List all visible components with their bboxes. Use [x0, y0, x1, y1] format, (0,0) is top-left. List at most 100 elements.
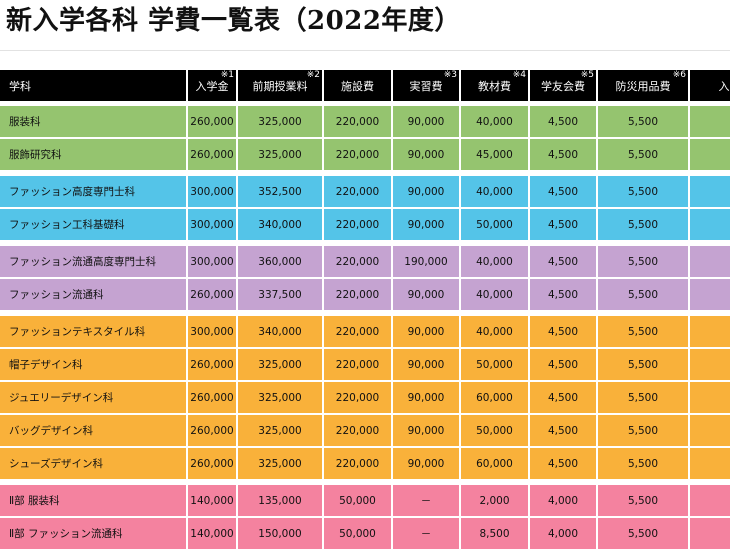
fee-cell: 220,000: [324, 176, 393, 207]
department-cell-text: ジュエリーデザイン科: [9, 392, 114, 404]
fee-cell-text: －: [420, 495, 432, 507]
fee-cell-text: 5,500: [627, 457, 659, 470]
department-cell: バッグデザイン科: [0, 415, 188, 446]
extra-column-cell: [690, 316, 730, 347]
fee-cell-text: 220,000: [335, 185, 380, 198]
department-cell-text: ファッション高度専門士科: [9, 186, 135, 198]
fee-cell-text: 5,500: [627, 288, 659, 301]
header-cell-text: 施設費: [341, 79, 374, 93]
header-footnote-mark: ※4: [512, 70, 526, 80]
fee-cell: 220,000: [324, 279, 393, 310]
table-row: ジュエリーデザイン科 260,000 325,000 220,000 90,000 60,…: [0, 382, 730, 413]
fee-cell-text: 220,000: [335, 325, 380, 338]
department-cell: ファッション高度専門士科: [0, 176, 188, 207]
fee-cell: 4,500: [530, 209, 598, 240]
table-row: Ⅱ部 服装科 140,000 135,000 50,000 － 2,000 4,000 5,5…: [0, 485, 730, 516]
fee-cell: 260,000: [188, 349, 238, 380]
fee-cell-text: 300,000: [190, 218, 234, 231]
extra-column-cell: [690, 485, 730, 516]
fee-cell: 50,000: [324, 485, 393, 516]
fee-cell: 5,500: [598, 316, 690, 347]
fee-cell: 260,000: [188, 415, 238, 446]
fee-cell: 325,000: [238, 139, 324, 170]
fee-cell-text: 5,500: [627, 218, 659, 231]
fee-cell-text: 5,500: [627, 255, 659, 268]
fee-cell: 4,500: [530, 139, 598, 170]
fee-cell: 325,000: [238, 349, 324, 380]
fee-cell: 340,000: [238, 316, 324, 347]
header-cell: 入学金 ※1: [188, 70, 238, 101]
table-row: 服装科 260,000 325,000 220,000 90,000 40,000 4,50…: [0, 106, 730, 137]
fee-cell: 4,500: [530, 382, 598, 413]
fee-cell-text: 4,500: [547, 358, 579, 371]
fee-cell-text: 325,000: [258, 391, 302, 404]
fee-cell: 340,000: [238, 209, 324, 240]
fee-cell: 90,000: [393, 316, 461, 347]
table-row: ファッション流通高度専門士科 300,000 360,000 220,000 190,0…: [0, 246, 730, 277]
fee-cell: 50,000: [461, 415, 530, 446]
fee-cell-text: 260,000: [190, 115, 234, 128]
fee-cell: 60,000: [461, 448, 530, 479]
fee-cell-text: 190,000: [404, 255, 448, 268]
fee-cell: 90,000: [393, 349, 461, 380]
header-footnote-mark: ※1: [220, 70, 234, 80]
fee-cell-text: 260,000: [190, 457, 234, 470]
fee-cell: 90,000: [393, 209, 461, 240]
fee-cell: 40,000: [461, 246, 530, 277]
fee-cell: 4,500: [530, 415, 598, 446]
extra-column-cell: [690, 209, 730, 240]
header-footnote-mark: ※5: [580, 70, 594, 80]
fee-cell: 300,000: [188, 176, 238, 207]
extra-column-cell: [690, 279, 730, 310]
fee-cell: 260,000: [188, 448, 238, 479]
header-cell: 学科: [0, 70, 188, 101]
fee-cell: 4,500: [530, 279, 598, 310]
fee-cell-text: 90,000: [407, 457, 445, 470]
fee-cell-text: 260,000: [190, 148, 234, 161]
fee-cell-text: 4,500: [547, 185, 579, 198]
fee-cell: 5,500: [598, 279, 690, 310]
header-cell: 入: [690, 70, 730, 101]
fee-cell: 220,000: [324, 139, 393, 170]
fee-cell: 325,000: [238, 106, 324, 137]
header-cell-text: 教材費: [478, 79, 511, 93]
department-cell-text: Ⅱ部 服装科: [9, 495, 60, 507]
fee-cell-text: 4,500: [547, 424, 579, 437]
fee-cell-text: 4,000: [547, 494, 579, 507]
department-cell: ファッションテキスタイル科: [0, 316, 188, 347]
header-footnote-mark: ※6: [672, 70, 686, 80]
fee-cell: 220,000: [324, 415, 393, 446]
fee-cell-text: 4,500: [547, 288, 579, 301]
fee-cell-text: 220,000: [335, 358, 380, 371]
fee-cell: 135,000: [238, 485, 324, 516]
fee-cell-text: 300,000: [190, 325, 234, 338]
department-cell-text: バッグデザイン科: [9, 425, 93, 437]
department-cell-text: 服飾研究科: [9, 149, 62, 161]
fee-cell: 4,500: [530, 106, 598, 137]
fee-cell: 4,000: [530, 485, 598, 516]
fee-cell: 90,000: [393, 382, 461, 413]
fee-cell: 60,000: [461, 382, 530, 413]
fee-cell: 260,000: [188, 139, 238, 170]
fee-cell: 90,000: [393, 139, 461, 170]
fee-cell-text: 300,000: [190, 255, 234, 268]
fee-cell-text: 45,000: [476, 148, 513, 161]
fee-cell-text: 325,000: [258, 115, 302, 128]
fee-cell-text: 220,000: [335, 218, 380, 231]
fee-cell: 300,000: [188, 209, 238, 240]
fee-cell: 4,500: [530, 176, 598, 207]
department-cell-text: 帽子デザイン科: [9, 359, 83, 371]
department-cell: 帽子デザイン科: [0, 349, 188, 380]
fee-cell-text: 90,000: [407, 391, 445, 404]
fee-cell: 2,000: [461, 485, 530, 516]
fee-cell: 220,000: [324, 448, 393, 479]
fee-cell: 220,000: [324, 349, 393, 380]
fee-cell: 5,500: [598, 106, 690, 137]
fee-cell-text: 4,500: [547, 457, 579, 470]
table-row: シューズデザイン科 260,000 325,000 220,000 90,000 60,0…: [0, 448, 730, 479]
fee-cell-text: 2,000: [479, 494, 510, 507]
title-divider: [0, 50, 730, 51]
fee-cell: 220,000: [324, 316, 393, 347]
fee-cell-text: 5,500: [627, 325, 659, 338]
fee-cell: 90,000: [393, 415, 461, 446]
